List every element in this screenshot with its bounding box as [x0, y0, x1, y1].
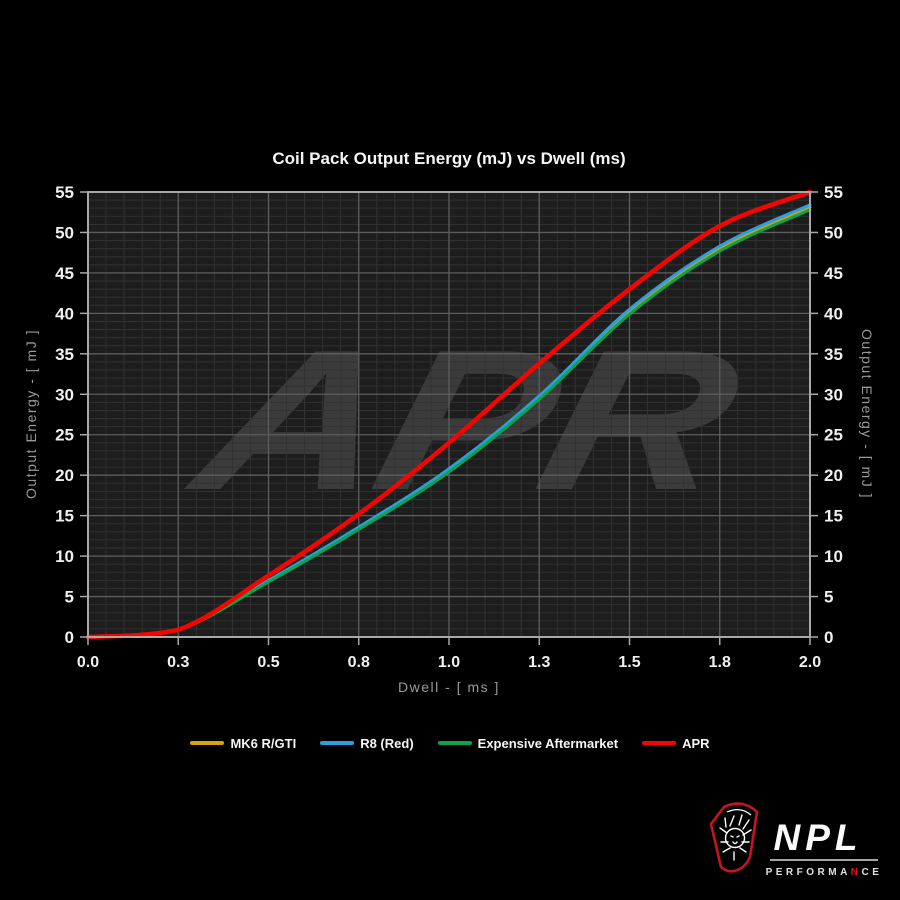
y-tick-label-right: 10: [824, 547, 843, 566]
grid-lines: [87, 191, 811, 638]
y-tick-label-right: 5: [824, 588, 833, 607]
y-tick-label-left: 50: [55, 223, 74, 242]
legend-item-expensive-aftermarket: Expensive Aftermarket: [437, 735, 619, 751]
y-tick-label-right: 45: [824, 264, 843, 283]
x-tick-label: 1.0: [438, 654, 460, 671]
legend-item-apr: APR: [642, 735, 710, 751]
x-tick-label: 0.3: [167, 654, 189, 671]
y-tick-label-left: 45: [55, 264, 74, 283]
y-tick-label-left: 20: [55, 466, 74, 485]
x-tick-label: 0.5: [257, 654, 279, 671]
legend-swatch: [642, 741, 677, 745]
y-tick-label-right: 55: [824, 183, 843, 202]
apr-watermark: APR: [172, 309, 758, 533]
y-tick-label-left: 55: [55, 183, 74, 202]
y-tick-label-left: 5: [65, 588, 74, 607]
y-tick-label-right: 40: [824, 304, 843, 323]
y-tick-label-right: 20: [824, 466, 843, 485]
x-tick-label: 0.8: [348, 654, 370, 671]
legend-label: Expensive Aftermarket: [477, 735, 619, 751]
chart-title: Coil Pack Output Energy (mJ) vs Dwell (m…: [272, 149, 625, 168]
y-tick-label-right: 30: [824, 385, 843, 404]
y-axis-label-right: Output Energy - [ mJ ]: [859, 329, 875, 499]
y-tick-label-left: 40: [55, 304, 74, 323]
x-axis-label: Dwell - [ ms ]: [398, 679, 500, 695]
legend-item-mk6-r-gti: MK6 R/GTI: [190, 736, 296, 751]
y-tick-label-right: 0: [824, 628, 833, 647]
x-tick-label: 2.0: [799, 654, 821, 671]
y-tick-label-right: 35: [824, 345, 843, 364]
data-curves: [85, 189, 813, 640]
npl-subtitle: PERFORMANCE: [766, 867, 883, 878]
x-tick-label: 1.8: [709, 654, 731, 671]
y-tick-label-right: 15: [824, 507, 843, 526]
legend-label: R8 (Red): [360, 735, 414, 751]
legend-swatch: [437, 741, 472, 745]
y-tick-label-left: 30: [55, 385, 74, 404]
y-tick-label-left: 35: [55, 345, 74, 364]
y-tick-label-left: 15: [55, 507, 74, 526]
y-tick-label-left: 25: [55, 426, 74, 445]
x-tick-label: 1.3: [528, 654, 550, 671]
legend-swatch: [320, 741, 355, 745]
y-tick-label-right: 25: [824, 426, 843, 445]
coil-energy-chart: Coil Pack Output Energy (mJ) vs Dwell (m…: [23, 149, 875, 695]
legend-label: APR: [682, 735, 710, 751]
npl-brand-text: NPL: [774, 817, 863, 858]
npl-lion-shield-icon: [709, 802, 759, 873]
y-tick-label-left: 10: [55, 547, 74, 566]
series-line-apr: [85, 189, 813, 640]
y-tick-label-left: 0: [65, 628, 74, 647]
x-tick-label: 1.5: [618, 654, 640, 671]
y-axis-label-left: Output Energy - [ mJ ]: [23, 329, 39, 499]
legend-swatch: [190, 741, 225, 745]
legend-label: MK6 R/GTI: [230, 735, 297, 751]
x-tick-label: 0.0: [77, 654, 99, 671]
npl-performance-logo: NPL PERFORMANCE: [709, 802, 883, 878]
legend-item-r8-red-: R8 (Red): [320, 735, 414, 751]
chart-legend: MK6 R/GTI R8 (Red) Expensive Aftermarket AP…: [0, 730, 900, 756]
y-tick-label-right: 50: [824, 223, 843, 242]
